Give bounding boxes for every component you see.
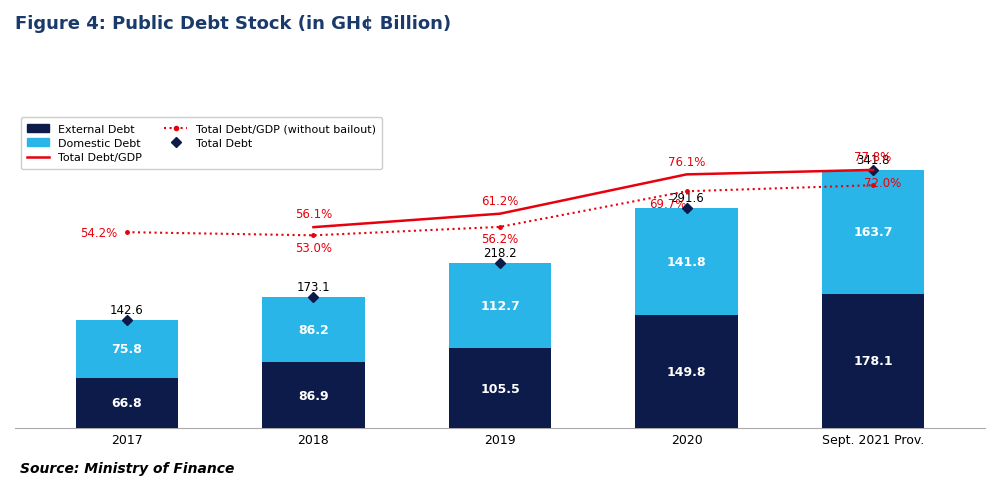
Bar bbox=[822, 171, 924, 294]
Text: 72.0%: 72.0% bbox=[864, 177, 901, 190]
Text: 76.1%: 76.1% bbox=[668, 155, 705, 168]
Text: 56.2%: 56.2% bbox=[481, 233, 519, 246]
Text: 163.7: 163.7 bbox=[853, 226, 893, 239]
Bar bbox=[449, 264, 551, 348]
Text: 86.9: 86.9 bbox=[298, 389, 329, 402]
Text: 75.8: 75.8 bbox=[111, 343, 142, 356]
Text: 149.8: 149.8 bbox=[667, 365, 706, 378]
Text: 86.2: 86.2 bbox=[298, 324, 329, 336]
Text: 77.8%: 77.8% bbox=[854, 151, 892, 164]
Text: 173.1: 173.1 bbox=[297, 280, 330, 293]
Bar bbox=[76, 378, 178, 428]
Text: 178.1: 178.1 bbox=[853, 355, 893, 368]
Bar bbox=[262, 363, 365, 428]
Text: 141.8: 141.8 bbox=[667, 255, 706, 268]
Bar bbox=[635, 315, 738, 428]
Text: 61.2%: 61.2% bbox=[481, 194, 519, 207]
Text: Source: Ministry of Finance: Source: Ministry of Finance bbox=[20, 461, 234, 475]
Text: Figure 4: Public Debt Stock (in GH¢ Billion): Figure 4: Public Debt Stock (in GH¢ Bill… bbox=[15, 15, 451, 33]
Text: 69.7%: 69.7% bbox=[649, 197, 687, 210]
Text: 112.7: 112.7 bbox=[480, 300, 520, 313]
Text: 142.6: 142.6 bbox=[110, 303, 144, 316]
Text: 291.6: 291.6 bbox=[670, 191, 703, 204]
Text: 53.0%: 53.0% bbox=[295, 241, 332, 254]
Legend: External Debt, Domestic Debt, Total Debt/GDP, Total Debt/GDP (without bailout), : External Debt, Domestic Debt, Total Debt… bbox=[21, 118, 382, 170]
Text: 218.2: 218.2 bbox=[483, 246, 517, 259]
Bar bbox=[76, 321, 178, 378]
Text: 341.8: 341.8 bbox=[856, 154, 890, 167]
Text: 54.2%: 54.2% bbox=[80, 226, 118, 239]
Bar bbox=[822, 294, 924, 428]
Text: 105.5: 105.5 bbox=[480, 382, 520, 395]
Bar bbox=[262, 298, 365, 363]
Text: 66.8: 66.8 bbox=[112, 396, 142, 409]
Text: 56.1%: 56.1% bbox=[295, 208, 332, 221]
Bar bbox=[635, 209, 738, 315]
Bar bbox=[449, 348, 551, 428]
